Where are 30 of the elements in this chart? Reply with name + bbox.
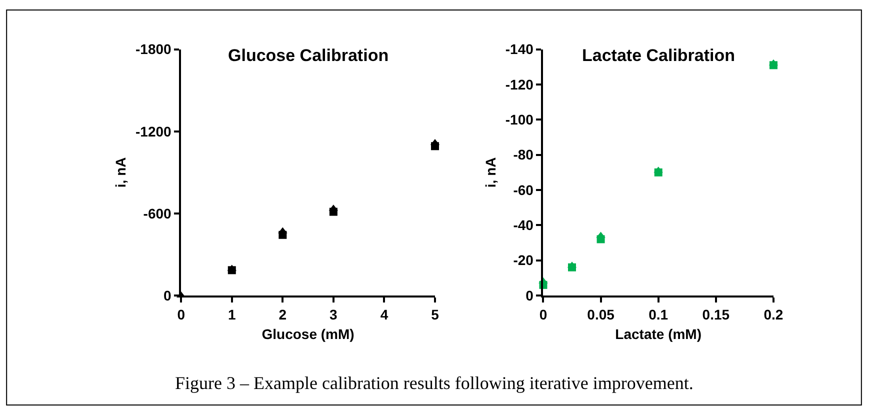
x-tick-label: 5	[431, 306, 440, 322]
x-axis-title: Glucose (mM)	[262, 326, 354, 342]
x-tick-label: 0.1	[648, 306, 668, 322]
y-tick-label: -40	[513, 217, 534, 234]
x-tick-label: 0.2	[764, 306, 784, 322]
chart-title: Lactate Calibration	[582, 46, 736, 65]
y-axis-title: i, nA	[482, 157, 498, 188]
y-tick-label: -20	[513, 252, 534, 268]
y-tick-label: -100	[505, 112, 534, 128]
x-tick-label: 4	[380, 306, 388, 322]
y-tick-label: 0	[526, 287, 534, 304]
y-tick-label: -80	[513, 146, 534, 163]
x-tick-label: 0.05	[587, 306, 615, 322]
y-tick-label: -1800	[136, 41, 172, 58]
x-tick-label: 0	[177, 306, 186, 322]
x-tick-label: 2	[278, 306, 287, 322]
y-axis-title: i, nA	[112, 157, 129, 188]
y-tick-label: -600	[143, 205, 172, 222]
x-tick-label: 1	[228, 306, 236, 322]
chart-title: Glucose Calibration	[228, 46, 389, 65]
y-tick-label: -60	[513, 182, 534, 198]
x-tick-label: 0.15	[702, 306, 730, 322]
caption: Figure 3 – Example calibration results following iterative improvement.	[175, 373, 694, 393]
y-tick-label: 0	[164, 287, 172, 304]
x-tick-label: 3	[330, 306, 338, 322]
x-tick-label: 0	[539, 306, 548, 322]
x-axis-title: Lactate (mM)	[615, 326, 702, 342]
y-tick-label: -1200	[136, 123, 172, 140]
y-tick-label: -140	[505, 41, 534, 58]
y-tick-label: -120	[505, 76, 534, 92]
